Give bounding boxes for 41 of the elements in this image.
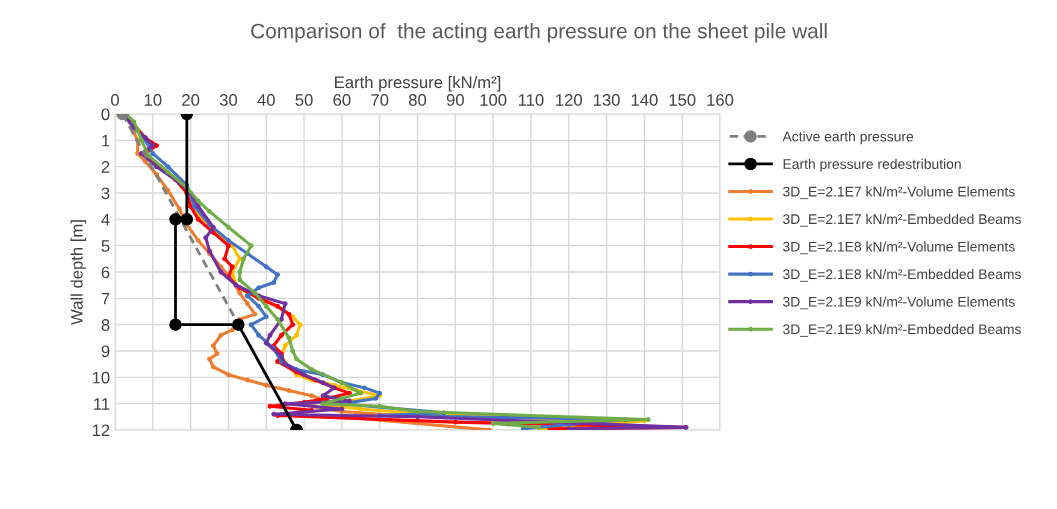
y-tick-label: 1 <box>102 134 110 147</box>
legend-label: 3D_E=2.1E7 kN/m²-Volume Elements <box>783 186 1015 200</box>
y-tick-label: 9 <box>101 345 110 358</box>
x-tick-label: 40 <box>257 94 275 106</box>
y-tick-label: 10 <box>92 371 110 384</box>
y-tick-label: 11 <box>94 398 110 410</box>
x-tick-label: 30 <box>219 94 238 106</box>
x-tick-label: 100 <box>480 94 507 106</box>
x-tick-label: 160 <box>707 94 734 106</box>
x-tick-label: 20 <box>182 94 200 106</box>
x-tick-label: 70 <box>371 94 389 106</box>
y-tick-label: 0 <box>101 108 110 121</box>
legend-label: Earth pressure redestribution <box>783 158 961 172</box>
x-tick-label: 110 <box>518 94 544 106</box>
y-axis-title: Wall depth [m] <box>70 220 87 325</box>
legend-label: 3D_E=2.1E7 kN/m²-Embedded Beams <box>783 213 1021 227</box>
legend-label: Active earth pressure <box>782 131 914 145</box>
legend-label: 3D_E=2.1E8 kN/m²-Embedded Beams <box>783 268 1021 282</box>
y-tick-label: 3 <box>101 187 110 200</box>
legend-label: 3D_E=2.1E8 kN/m²-Volume Elements <box>783 241 1015 255</box>
x-tick-label: 140 <box>631 94 658 106</box>
x-axis-title: Earth pressure [kN/m²] <box>335 75 501 92</box>
x-tick-label: 60 <box>333 94 351 106</box>
x-tick-label: 130 <box>593 94 620 106</box>
chart-title: Comparison of the acting earth pressure on the sheet pile wall <box>251 23 827 43</box>
y-tick-label: 5 <box>101 240 110 252</box>
x-tick-label: 50 <box>295 94 313 106</box>
legend-label: 3D_E=2.1E9 kN/m²-Volume Elements <box>783 296 1015 310</box>
x-tick-label: 10 <box>144 94 162 106</box>
y-tick-label: 2 <box>101 161 110 173</box>
x-tick-label: 90 <box>446 94 464 106</box>
y-tick-label: 4 <box>101 213 110 226</box>
legend-label: 3D_E=2.1E9 kN/m²-Embedded Beams <box>783 323 1021 337</box>
y-tick-label: 6 <box>101 266 110 279</box>
y-tick-label: 8 <box>101 319 110 331</box>
y-tick-label: 7 <box>101 292 110 305</box>
x-tick-label: 80 <box>408 94 427 106</box>
x-tick-label: 0 <box>111 94 119 106</box>
x-tick-label: 150 <box>669 94 696 106</box>
y-tick-label: 12 <box>92 424 110 437</box>
x-tick-label: 120 <box>556 94 582 106</box>
